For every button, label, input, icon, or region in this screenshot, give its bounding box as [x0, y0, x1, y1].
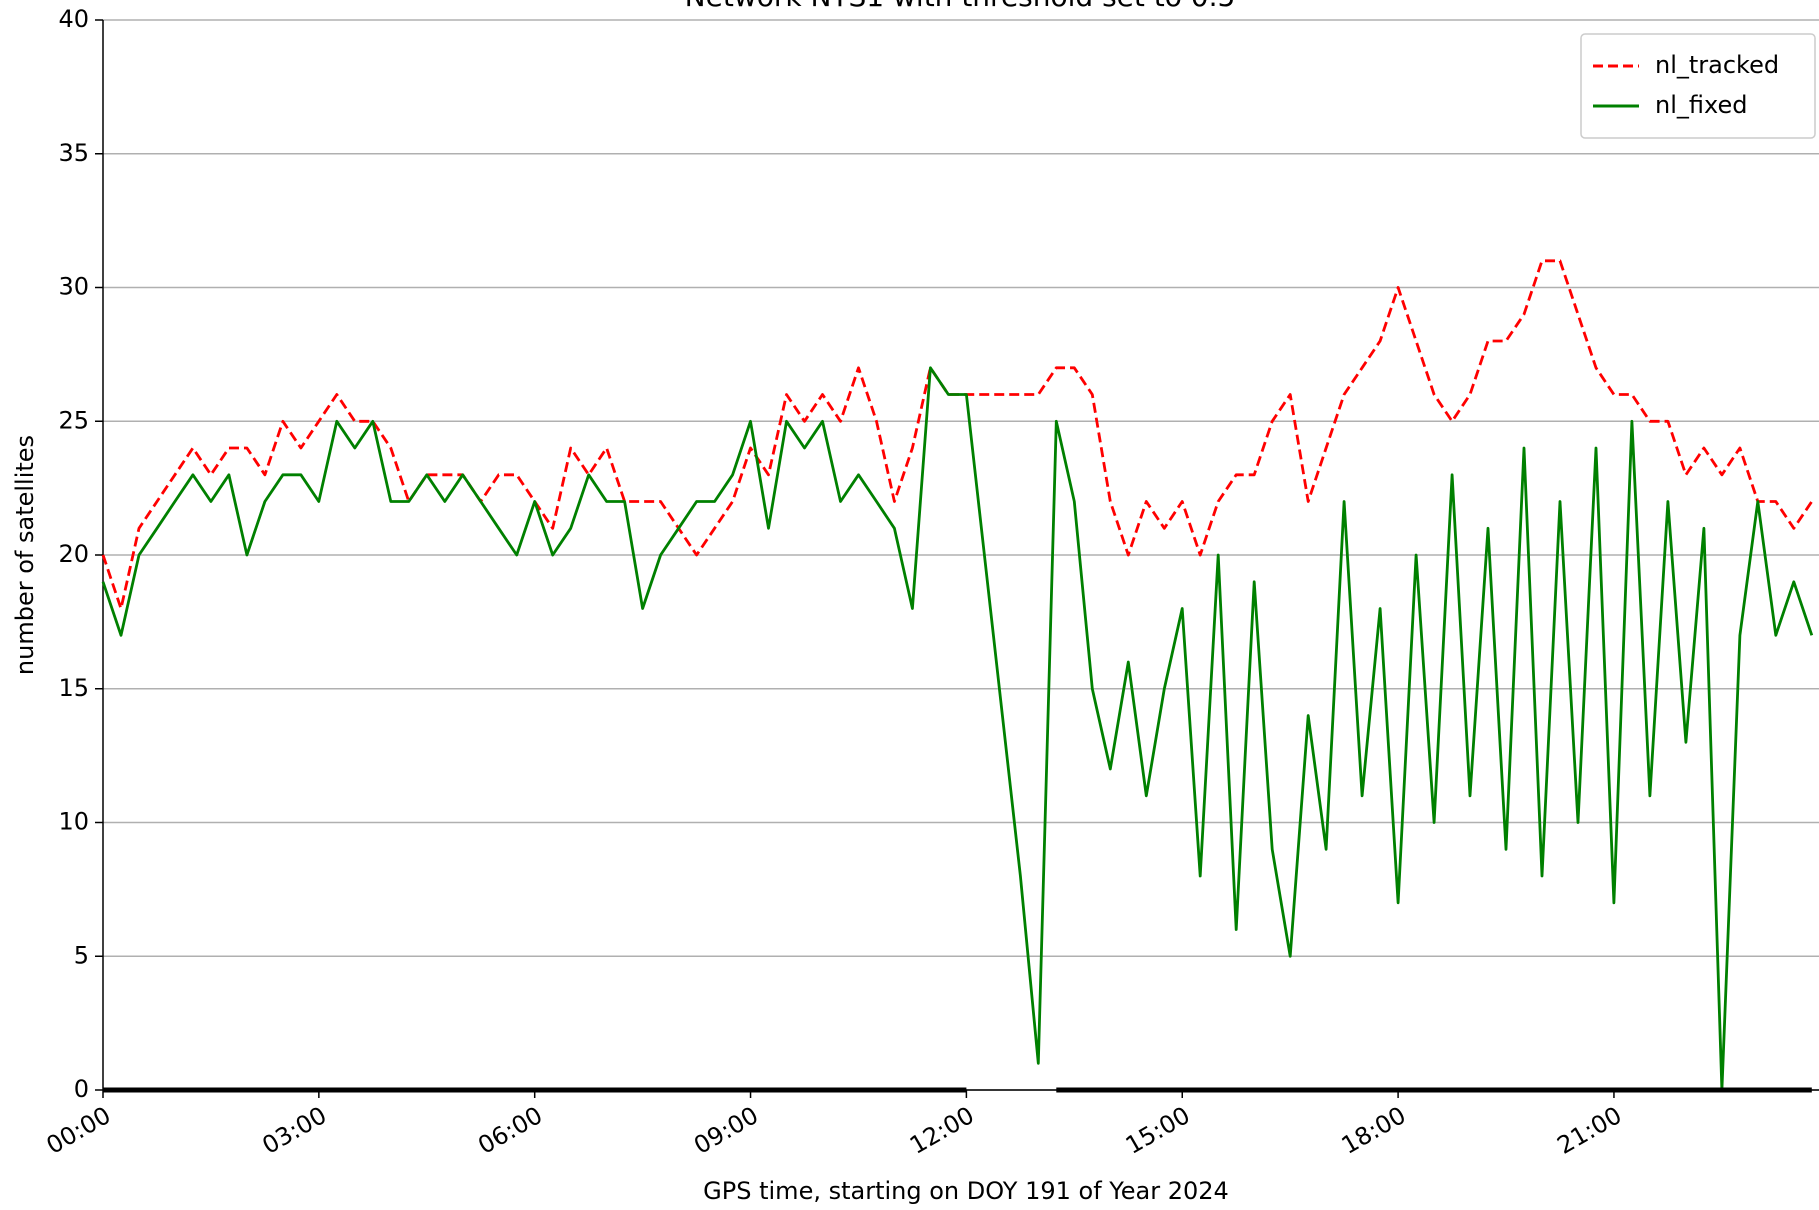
chart-title: Network NYS1 with threshold set to 0.5	[685, 0, 1236, 13]
x-axis-label: GPS time, starting on DOY 191 of Year 20…	[703, 1177, 1229, 1205]
x-tick-label: 21:00	[1553, 1101, 1627, 1160]
legend-box	[1580, 33, 1816, 139]
x-tick-label: 15:00	[1121, 1101, 1195, 1160]
series-line	[101, 366, 1814, 1092]
legend-label: nl_tracked	[1655, 51, 1779, 79]
y-tick-label: 5	[74, 941, 89, 969]
y-tick-label: 30	[58, 273, 89, 301]
x-tick-label: 09:00	[689, 1101, 763, 1160]
y-tick-label: 0	[74, 1075, 89, 1103]
y-tick-label: 25	[58, 406, 89, 434]
x-tick-label: 06:00	[473, 1101, 547, 1160]
y-tick-label: 35	[58, 139, 89, 167]
x-tick-label: 03:00	[257, 1101, 331, 1160]
x-tick-label: 18:00	[1337, 1101, 1411, 1160]
y-tick-label: 15	[58, 674, 89, 702]
y-axis-label: number of satellites	[11, 435, 39, 675]
legend-label: nl_fixed	[1655, 91, 1747, 119]
x-tick-label: 12:00	[905, 1101, 979, 1160]
series-line	[101, 259, 1813, 610]
y-tick-label: 40	[58, 5, 89, 33]
y-tick-label: 10	[58, 808, 89, 836]
x-tick-label: 00:00	[42, 1101, 116, 1160]
y-tick-label: 20	[58, 540, 89, 568]
